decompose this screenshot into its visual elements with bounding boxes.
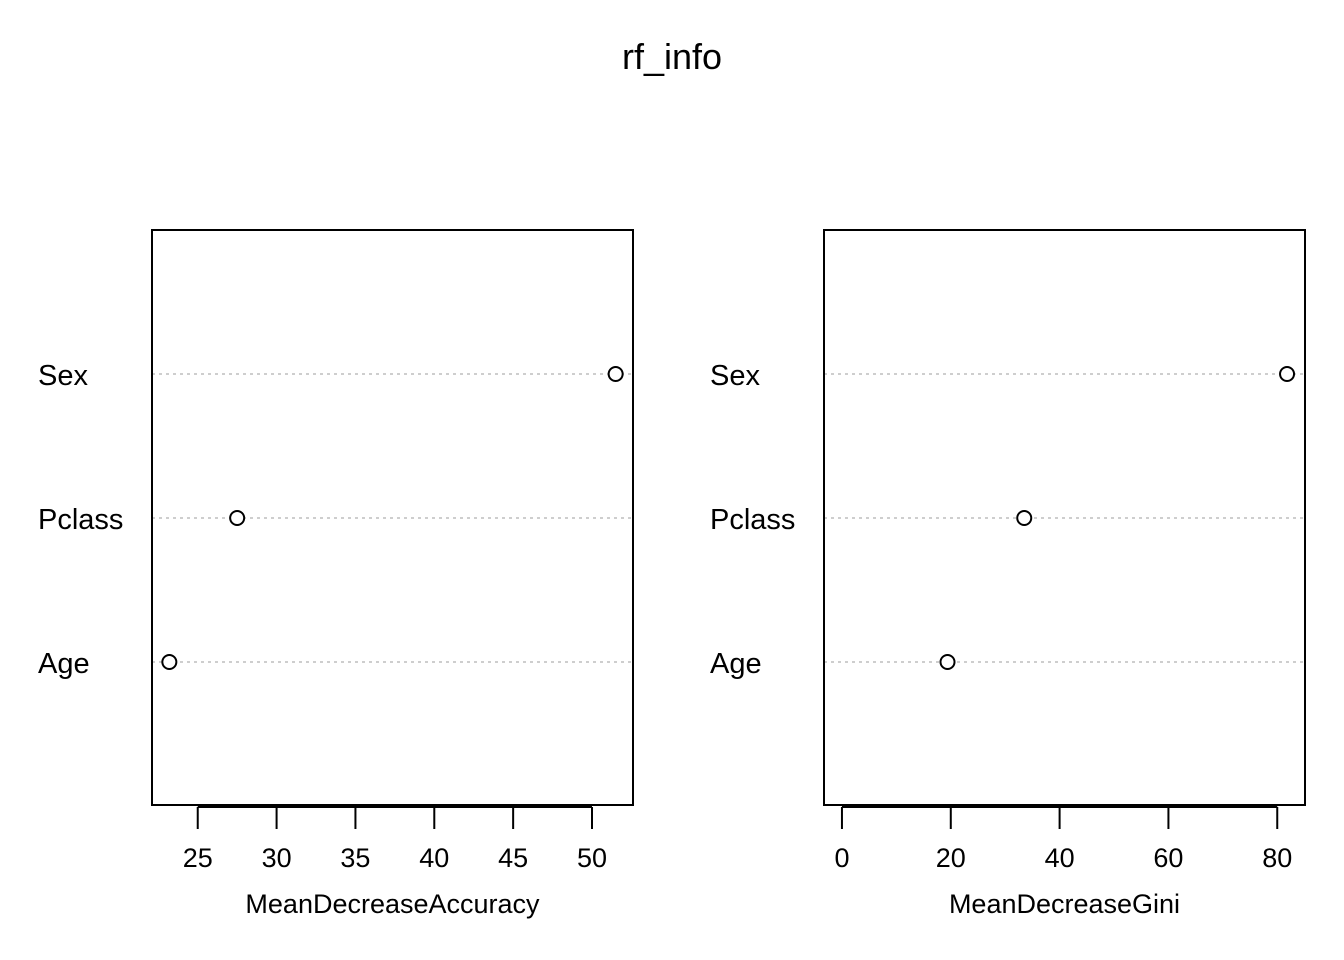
data-point-sex [1279, 366, 1296, 382]
category-label-age: Age [710, 648, 762, 680]
data-point-age [939, 654, 956, 670]
x-tick-label-80: 80 [1262, 843, 1292, 873]
panel-mean-decrease-accuracy: Sex Pclass Age 25 30 35 40 45 50 MeanDecreaseAccu… [38, 229, 634, 919]
panel-mean-decrease-gini: Sex Pclass Age 0 20 40 60 80 MeanDecreaseGini [710, 229, 1306, 919]
category-label-sex: Sex [710, 360, 760, 392]
x-tick-label-50: 50 [577, 843, 607, 873]
plot-frame [823, 229, 1306, 806]
x-tick-label-60: 60 [1153, 843, 1183, 873]
data-point-pclass [229, 510, 246, 526]
category-label-pclass: Pclass [38, 504, 123, 536]
category-label-pclass: Pclass [710, 504, 795, 536]
data-point-age [161, 654, 178, 670]
data-point-pclass [1016, 510, 1033, 526]
plot-frame [151, 229, 634, 806]
category-label-sex: Sex [38, 360, 88, 392]
category-label-age: Age [38, 648, 90, 680]
x-tick-label-40: 40 [419, 843, 449, 873]
data-point-sex [607, 366, 624, 382]
x-axis-label: MeanDecreaseAccuracy [245, 889, 540, 919]
x-axis-label: MeanDecreaseGini [949, 889, 1180, 919]
main-title: rf_info [622, 36, 722, 77]
x-tick-label-25: 25 [183, 843, 213, 873]
x-tick-label-30: 30 [262, 843, 292, 873]
x-tick-label-0: 0 [834, 843, 849, 873]
x-tick-label-20: 20 [936, 843, 966, 873]
x-tick-label-35: 35 [340, 843, 370, 873]
x-tick-label-40: 40 [1045, 843, 1075, 873]
x-tick-label-45: 45 [498, 843, 528, 873]
